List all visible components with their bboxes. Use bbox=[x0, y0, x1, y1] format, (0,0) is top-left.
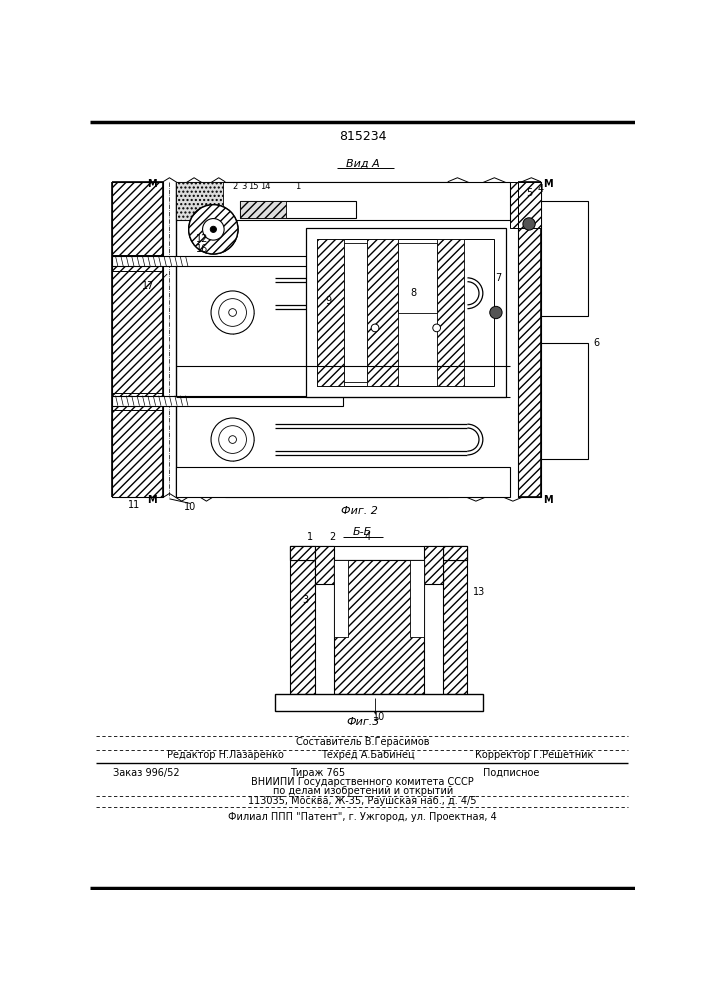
Bar bbox=[334, 560, 423, 694]
Text: 1: 1 bbox=[307, 532, 312, 542]
Text: 12: 12 bbox=[196, 234, 208, 244]
Bar bbox=[240, 201, 356, 218]
Text: 3: 3 bbox=[303, 595, 309, 605]
Bar bbox=[112, 396, 343, 406]
Text: M: M bbox=[544, 495, 553, 505]
Text: 16: 16 bbox=[196, 244, 208, 254]
Text: по делам изобретений и открытий: по делам изобретений и открытий bbox=[273, 786, 453, 796]
Text: 4: 4 bbox=[364, 532, 370, 542]
Text: Заказ 996/52: Заказ 996/52 bbox=[113, 768, 180, 778]
Text: 10: 10 bbox=[184, 502, 197, 512]
Text: 8: 8 bbox=[411, 288, 416, 298]
Text: Составитель В.Герасимов: Составитель В.Герасимов bbox=[296, 737, 429, 747]
Text: Тираж 765: Тираж 765 bbox=[291, 768, 346, 778]
Bar bbox=[291, 546, 467, 560]
Bar bbox=[518, 182, 542, 228]
Bar bbox=[510, 182, 518, 228]
Circle shape bbox=[433, 324, 440, 332]
Bar bbox=[368, 239, 398, 386]
Text: Техред А.Бабинец: Техред А.Бабинец bbox=[321, 750, 415, 760]
Text: 14: 14 bbox=[260, 182, 271, 191]
Circle shape bbox=[218, 426, 247, 453]
Bar bbox=[443, 546, 467, 694]
Text: 5: 5 bbox=[526, 188, 532, 198]
Circle shape bbox=[229, 309, 236, 316]
Text: 113035, Москва, Ж-35, Раушская наб., д. 4/5: 113035, Москва, Ж-35, Раушская наб., д. … bbox=[248, 796, 477, 806]
Text: Вид А: Вид А bbox=[346, 159, 380, 169]
Text: 1: 1 bbox=[296, 182, 300, 191]
Bar bbox=[423, 546, 443, 584]
Text: Редактор Н.Лазаренко: Редактор Н.Лазаренко bbox=[167, 750, 284, 760]
Circle shape bbox=[211, 291, 254, 334]
Bar bbox=[315, 546, 334, 584]
Bar bbox=[112, 182, 163, 497]
Bar bbox=[518, 182, 542, 497]
Bar bbox=[176, 182, 223, 220]
Circle shape bbox=[203, 219, 224, 240]
Bar bbox=[176, 182, 510, 220]
Bar bbox=[291, 546, 315, 560]
Bar bbox=[334, 560, 348, 637]
Text: 15: 15 bbox=[248, 182, 259, 191]
Text: 9: 9 bbox=[326, 296, 332, 306]
Bar bbox=[275, 694, 483, 711]
Text: Корректор Г.Решетник: Корректор Г.Решетник bbox=[475, 750, 593, 760]
Circle shape bbox=[371, 324, 379, 332]
Text: 2: 2 bbox=[233, 182, 238, 191]
Circle shape bbox=[189, 205, 238, 254]
Circle shape bbox=[523, 218, 535, 230]
Text: 13: 13 bbox=[473, 587, 485, 597]
Text: 11: 11 bbox=[128, 500, 140, 510]
Text: Фиг.3: Фиг.3 bbox=[346, 717, 380, 727]
Bar bbox=[542, 343, 588, 459]
Text: M: M bbox=[147, 179, 156, 189]
Circle shape bbox=[490, 306, 502, 319]
Text: 10: 10 bbox=[373, 712, 385, 722]
Bar bbox=[291, 546, 315, 694]
Text: 3: 3 bbox=[242, 182, 247, 191]
Bar bbox=[112, 256, 343, 266]
Text: M: M bbox=[147, 495, 156, 505]
Bar bbox=[305, 228, 506, 397]
Bar bbox=[176, 466, 510, 497]
Bar bbox=[409, 560, 423, 637]
Circle shape bbox=[189, 205, 238, 254]
Bar bbox=[398, 243, 437, 312]
Text: Филиал ППП "Патент", г. Ужгород, ул. Проектная, 4: Филиал ППП "Патент", г. Ужгород, ул. Про… bbox=[228, 812, 497, 822]
Text: 17: 17 bbox=[141, 281, 154, 291]
Text: 7: 7 bbox=[495, 273, 501, 283]
Text: ВНИИПИ Государственного комитета СССР: ВНИИПИ Государственного комитета СССР bbox=[252, 777, 474, 787]
Bar bbox=[240, 201, 286, 218]
Circle shape bbox=[218, 299, 247, 326]
Text: 4: 4 bbox=[537, 184, 544, 194]
Bar bbox=[437, 239, 464, 386]
Text: M: M bbox=[544, 179, 553, 189]
Text: 2: 2 bbox=[329, 532, 336, 542]
Bar bbox=[542, 201, 588, 316]
Text: Подписное: Подписное bbox=[483, 768, 539, 778]
Bar bbox=[317, 239, 494, 386]
Circle shape bbox=[229, 436, 236, 443]
Text: 815234: 815234 bbox=[339, 130, 387, 143]
Circle shape bbox=[210, 226, 216, 232]
Text: 6: 6 bbox=[594, 338, 600, 348]
Circle shape bbox=[211, 418, 254, 461]
Bar bbox=[317, 239, 344, 386]
Bar bbox=[443, 546, 467, 560]
Bar bbox=[344, 243, 368, 382]
Text: Б-Б: Б-Б bbox=[353, 527, 373, 537]
Text: Фиг. 2: Фиг. 2 bbox=[341, 506, 378, 516]
